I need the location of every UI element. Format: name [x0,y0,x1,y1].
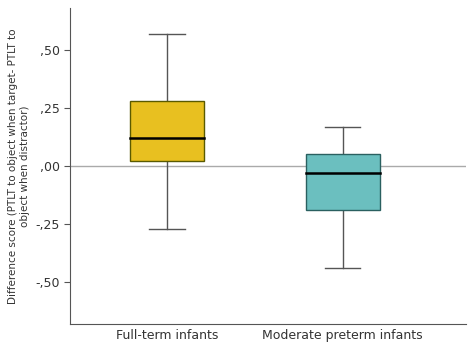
FancyBboxPatch shape [130,101,204,161]
Y-axis label: Difference score (PTLT to object when target- PTLT to
object when distractor): Difference score (PTLT to object when ta… [9,28,30,304]
FancyBboxPatch shape [306,154,380,210]
